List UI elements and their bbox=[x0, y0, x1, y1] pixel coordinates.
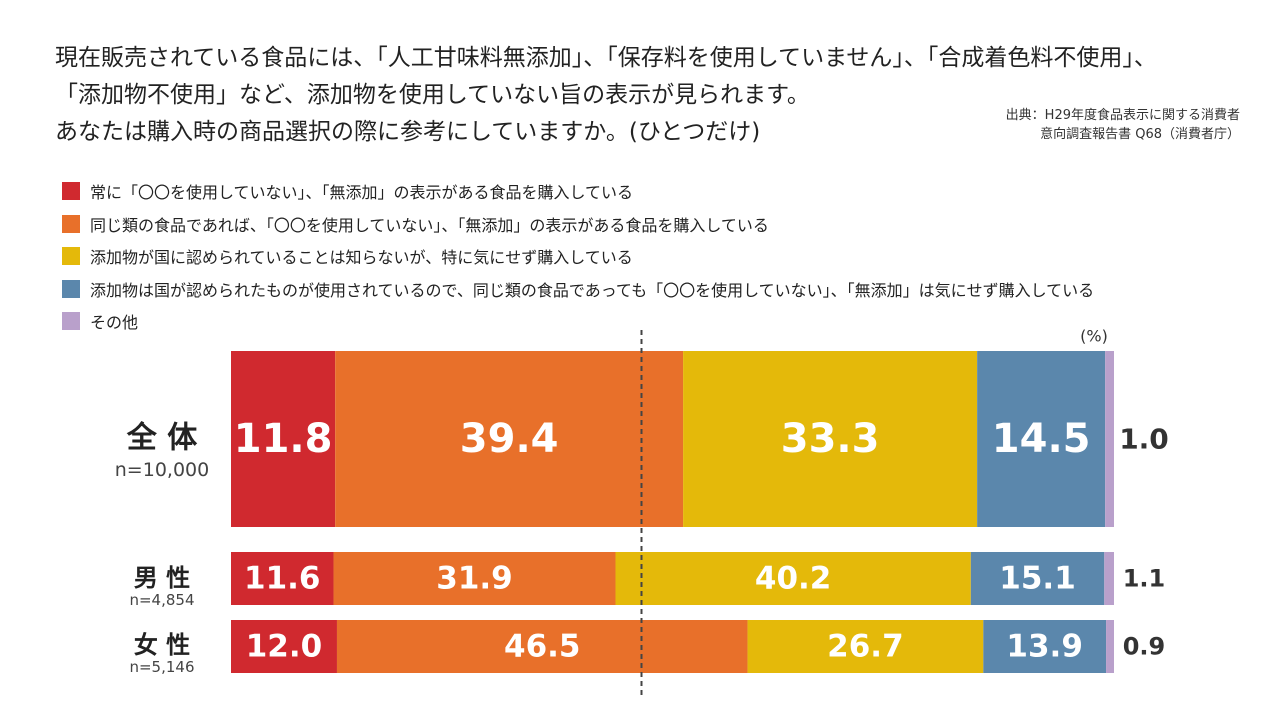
legend-swatch-purple bbox=[62, 312, 80, 331]
data-label: 12.0 bbox=[246, 629, 323, 665]
legend-item-unaware-dont-care: 添加物が国に認められていることは知らないが、特に気にせず購入している bbox=[62, 240, 1252, 273]
bar-segment-blue bbox=[977, 351, 1106, 527]
data-label-other: 0.9 bbox=[1123, 633, 1166, 661]
legend-swatch-red bbox=[62, 182, 80, 201]
source-line-1: 出典：H29年度食品表示に関する消費者 bbox=[1005, 108, 1240, 123]
category-label: 全 体 bbox=[126, 421, 198, 456]
bar-segment-blue bbox=[970, 552, 1105, 605]
data-label: 39.4 bbox=[460, 416, 559, 462]
unit-label: (%) bbox=[1080, 327, 1108, 346]
bar-segment-orange bbox=[336, 620, 748, 673]
bar-segment-purple bbox=[1104, 552, 1114, 605]
bar-segment-red bbox=[231, 620, 337, 673]
data-label: 11.6 bbox=[244, 561, 321, 597]
sample-size-label: n=5,146 bbox=[129, 658, 194, 676]
data-label: 15.1 bbox=[999, 561, 1076, 597]
data-label: 14.5 bbox=[992, 416, 1091, 462]
bar-segment-yellow bbox=[683, 351, 978, 527]
legend-item-approved-dont-care: 添加物は国が認められたものが使用されているので、同じ類の食品であっても「〇〇を使… bbox=[62, 273, 1252, 306]
bar-segment-red bbox=[231, 351, 336, 527]
legend-swatch-yellow bbox=[62, 247, 80, 266]
data-label: 46.5 bbox=[504, 629, 581, 665]
bar-segment-red bbox=[231, 552, 334, 605]
question-line-3: あなたは購入時の商品選択の際に参考にしていますか。(ひとつだけ) bbox=[55, 119, 761, 145]
category-label: 男 性 bbox=[134, 564, 190, 592]
bar-segment-blue bbox=[983, 620, 1107, 673]
legend-label: 添加物が国に認められていることは知らないが、特に気にせず購入している bbox=[90, 248, 633, 268]
bar-segment-orange bbox=[333, 552, 616, 605]
legend-swatch-blue bbox=[62, 279, 80, 298]
legend-label: 添加物は国が認められたものが使用されているので、同じ類の食品であっても「〇〇を使… bbox=[90, 280, 1095, 300]
bar-segment-yellow bbox=[747, 620, 984, 673]
data-label: 33.3 bbox=[781, 416, 880, 462]
data-label: 26.7 bbox=[827, 629, 904, 665]
bar-segment-purple bbox=[1105, 351, 1114, 527]
question-text: 現在販売されている食品には、「人工甘味料無添加」、「保存料を使用していません」、… bbox=[55, 40, 1255, 151]
legend-item-same-type-additive-free: 同じ類の食品であれば、「〇〇を使用していない」、「無添加」の表示がある食品を購入… bbox=[62, 208, 1252, 241]
legend-label: 同じ類の食品であれば、「〇〇を使用していない」、「無添加」の表示がある食品を購入… bbox=[90, 215, 769, 235]
data-label: 31.9 bbox=[436, 561, 513, 597]
data-label-other: 1.0 bbox=[1119, 423, 1169, 456]
bar-segment-yellow bbox=[615, 552, 971, 605]
data-label: 13.9 bbox=[1006, 629, 1083, 665]
legend-label: 常に「〇〇を使用していない」、「無添加」の表示がある食品を購入している bbox=[90, 183, 634, 203]
question-line-1: 現在販売されている食品には、「人工甘味料無添加」、「保存料を使用していません」、… bbox=[55, 45, 1157, 71]
source-citation: 出典：H29年度食品表示に関する消費者 意向調査報告書 Q68（消費者庁） bbox=[975, 106, 1240, 144]
sample-size-label: n=4,854 bbox=[129, 591, 194, 609]
data-label: 11.8 bbox=[234, 416, 333, 462]
legend-swatch-orange bbox=[62, 214, 80, 233]
question-line-2: 「添加物不使用」など、添加物を使用していない旨の表示が見られます。 bbox=[55, 82, 810, 108]
chart-legend: 常に「〇〇を使用していない」、「無添加」の表示がある食品を購入している 同じ類の… bbox=[62, 175, 1252, 338]
sample-size-label: n=10,000 bbox=[115, 459, 209, 481]
legend-item-always-additive-free: 常に「〇〇を使用していない」、「無添加」の表示がある食品を購入している bbox=[62, 175, 1252, 208]
legend-item-other: その他 bbox=[62, 305, 1252, 338]
legend-label: その他 bbox=[90, 313, 139, 333]
data-label: 40.2 bbox=[755, 561, 832, 597]
category-label: 女 性 bbox=[134, 631, 190, 659]
data-label-other: 1.1 bbox=[1123, 565, 1166, 593]
bar-segment-orange bbox=[335, 351, 684, 527]
source-line-2: 意向調査報告書 Q68（消費者庁） bbox=[1040, 127, 1240, 142]
bar-segment-purple bbox=[1106, 620, 1114, 673]
